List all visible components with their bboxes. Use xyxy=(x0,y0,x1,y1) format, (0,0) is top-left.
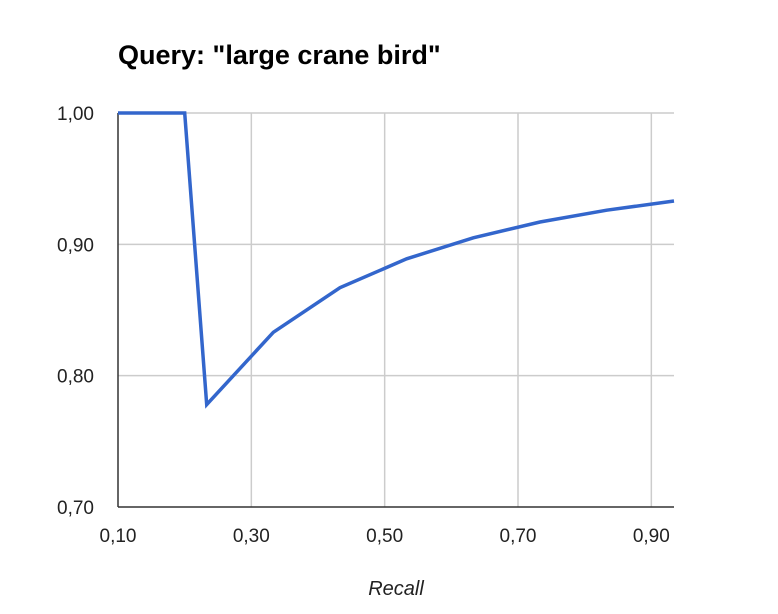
series-line xyxy=(118,111,675,409)
y-tick-label: 0,80 xyxy=(57,367,94,388)
x-tick-label: 0,50 xyxy=(366,526,403,547)
axes xyxy=(117,113,674,508)
y-tick-label: 0,90 xyxy=(57,235,94,256)
x-axis-title: Recall xyxy=(368,578,424,600)
series-layer xyxy=(118,111,675,409)
x-tick-label: 0,10 xyxy=(100,526,137,547)
y-tick-label: 1,00 xyxy=(57,104,94,125)
x-tick-label: 0,30 xyxy=(233,526,270,547)
y-tick-label: 0,70 xyxy=(57,498,94,519)
chart-title: Query: "large crane bird" xyxy=(118,40,441,70)
tick-labels: 1,00 0,90 0,80 0,70 0,10 0,30 0,50 0,70 0,90 xyxy=(57,104,670,547)
x-tick-label: 0,70 xyxy=(500,526,537,547)
grid-lines xyxy=(118,112,674,507)
x-tick-label: 0,90 xyxy=(633,526,670,547)
